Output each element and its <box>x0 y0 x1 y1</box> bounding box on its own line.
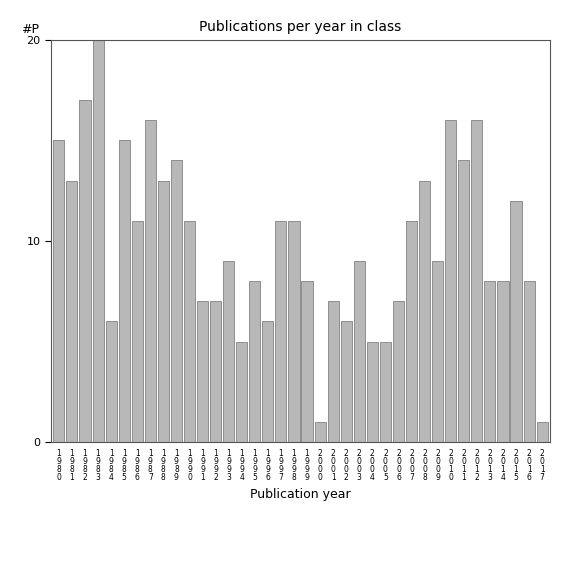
Bar <box>484 281 496 442</box>
Bar <box>536 422 548 442</box>
Bar <box>302 281 312 442</box>
Bar <box>263 321 273 442</box>
Bar <box>367 341 378 442</box>
Bar <box>510 201 522 442</box>
Bar <box>419 180 430 442</box>
Bar <box>79 100 91 442</box>
Bar <box>105 321 117 442</box>
X-axis label: Publication year: Publication year <box>250 488 351 501</box>
Bar <box>432 261 443 442</box>
Bar <box>53 141 65 442</box>
Bar <box>445 120 456 442</box>
Bar <box>197 302 208 442</box>
Bar <box>354 261 365 442</box>
Bar <box>380 341 391 442</box>
Bar <box>458 160 469 442</box>
Bar <box>341 321 352 442</box>
Bar <box>158 180 169 442</box>
Bar <box>471 120 483 442</box>
Title: Publications per year in class: Publications per year in class <box>200 20 401 35</box>
Bar <box>210 302 221 442</box>
Bar <box>171 160 182 442</box>
Bar <box>289 221 299 442</box>
Bar <box>223 261 234 442</box>
Bar <box>92 40 104 442</box>
Bar <box>393 302 404 442</box>
Bar <box>523 281 535 442</box>
Bar <box>249 281 260 442</box>
Bar <box>66 180 78 442</box>
Bar <box>184 221 195 442</box>
Bar <box>132 221 143 442</box>
Bar <box>328 302 338 442</box>
Bar <box>119 141 130 442</box>
Bar <box>315 422 325 442</box>
Bar <box>276 221 286 442</box>
Bar <box>497 281 509 442</box>
Bar <box>406 221 417 442</box>
Bar <box>236 341 247 442</box>
Bar <box>145 120 156 442</box>
Y-axis label: #P: #P <box>21 23 39 36</box>
